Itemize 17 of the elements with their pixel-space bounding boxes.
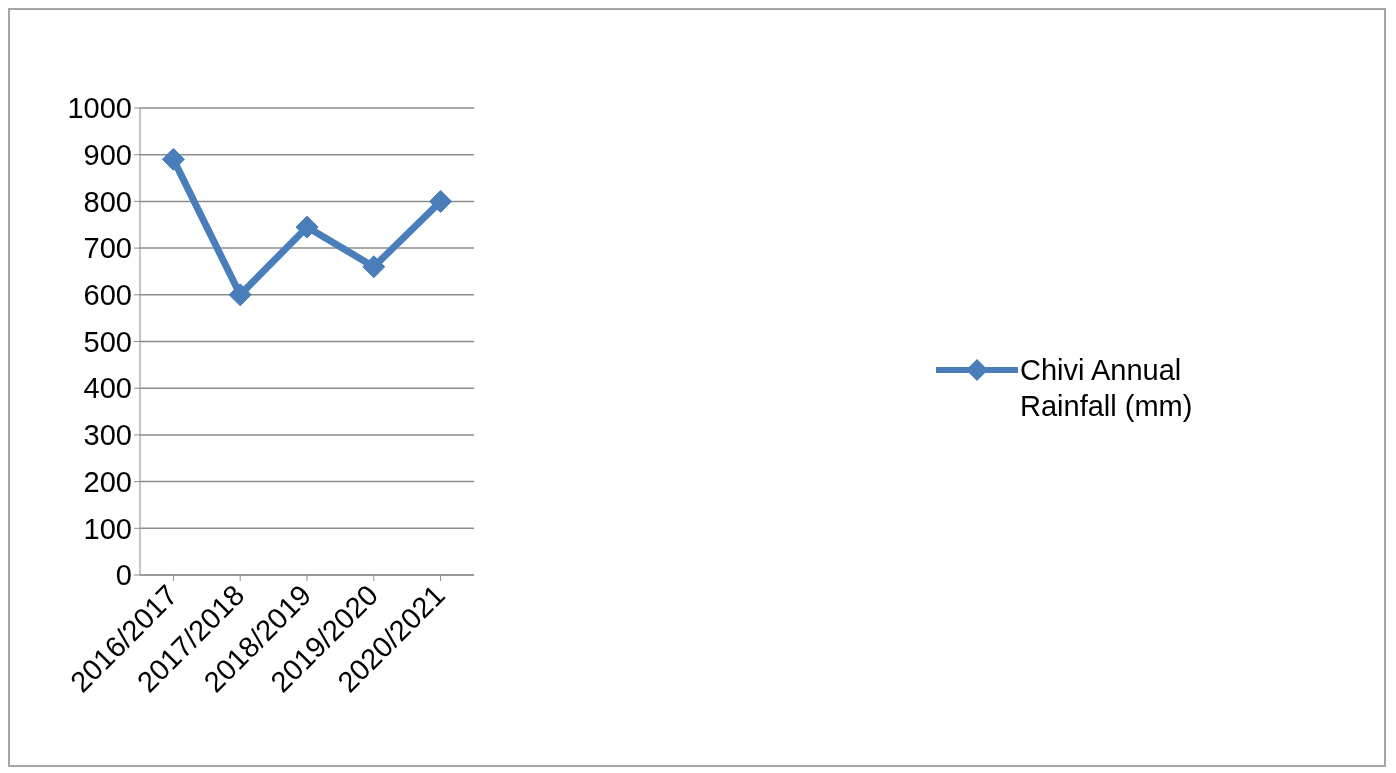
point [429,189,453,213]
y-tick-label: 100 [83,512,132,545]
y-tick-label: 200 [83,465,132,498]
y-tick-label: 900 [83,138,132,171]
y-tick-label: 0 [115,559,132,592]
legend-label: Chivi Annual Rainfall (mm) [1020,352,1194,424]
y-tick-label: 300 [83,419,132,452]
y-tick-label: 800 [83,185,132,218]
y-tick-label: 500 [83,325,132,358]
y-tick-label: 400 [83,372,132,405]
y-tick-label: 1000 [67,92,132,125]
y-tick-label: 600 [83,279,132,312]
point [161,147,185,171]
point [362,255,386,279]
y-tick-label: 700 [83,232,132,265]
point [228,283,252,307]
point [295,215,319,239]
